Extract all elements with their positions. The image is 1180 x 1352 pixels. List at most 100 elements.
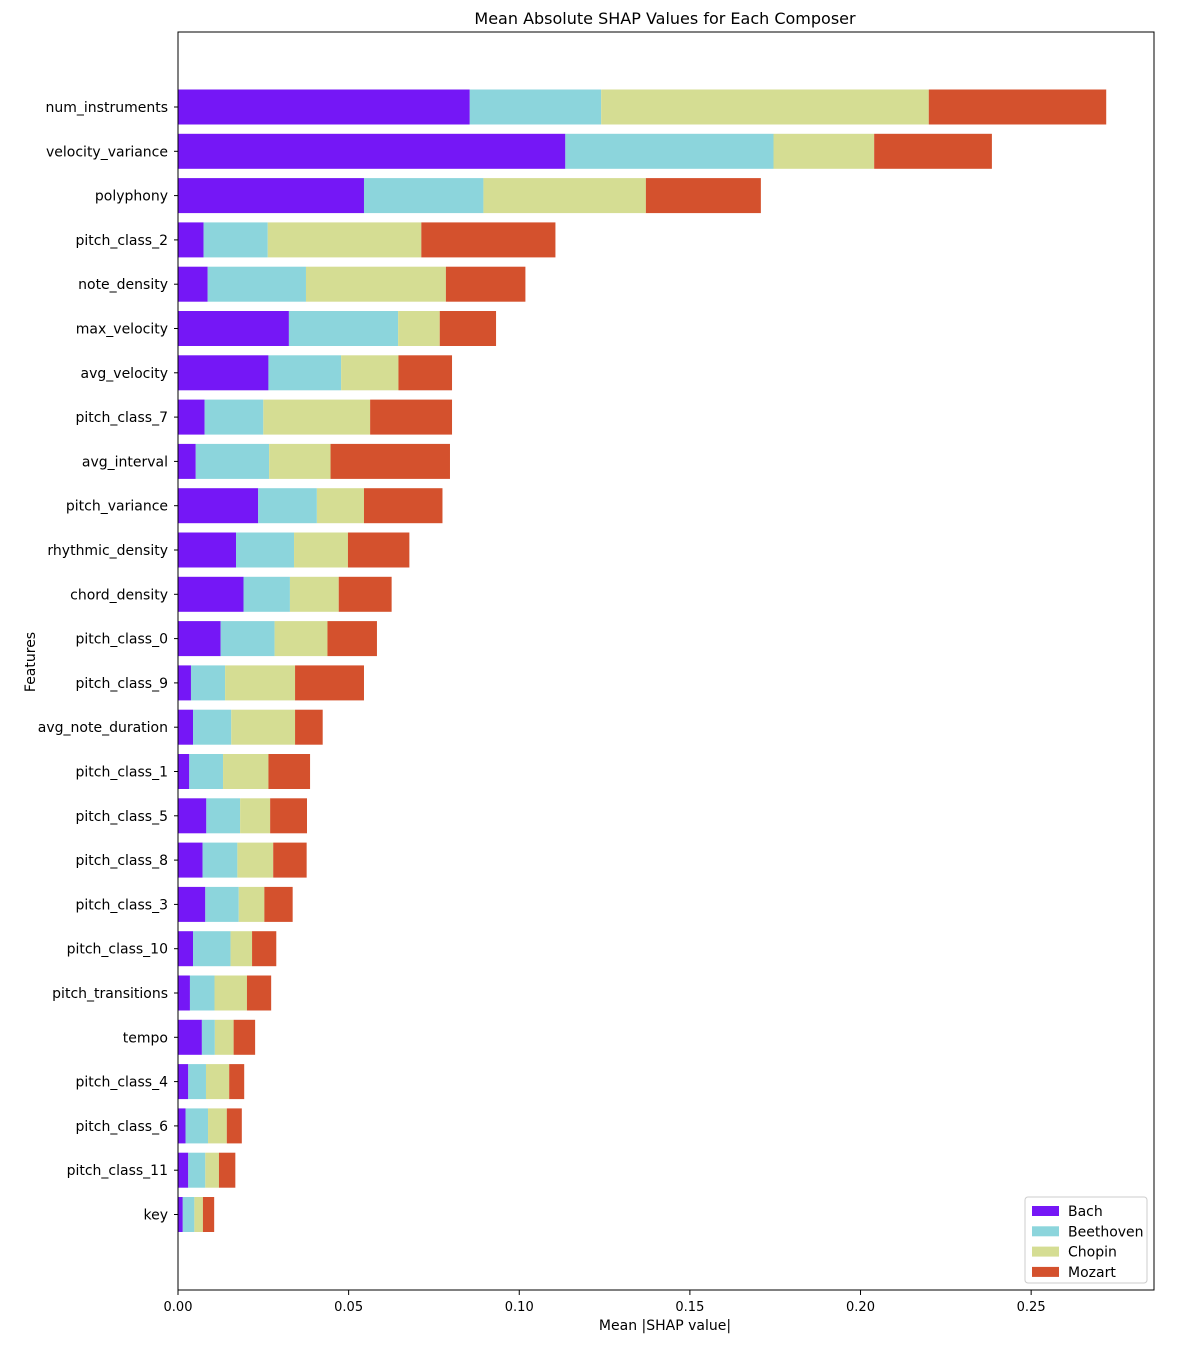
bar-avg_interval-mozart <box>330 443 450 479</box>
y-tick-label: num_instruments <box>46 100 168 116</box>
bar-pitch_class_4-chopin <box>205 1064 230 1100</box>
bar-chord_density-beethoven <box>243 576 290 612</box>
bar-pitch_transitions-bach <box>178 975 190 1011</box>
bar-pitch_variance-beethoven <box>258 488 317 524</box>
bar-pitch_transitions-chopin <box>214 975 247 1011</box>
y-tick-label: pitch_class_10 <box>67 942 168 958</box>
bar-pitch_class_8-mozart <box>273 842 307 878</box>
y-tick-label: pitch_class_2 <box>76 233 169 249</box>
bar-pitch_class_0-chopin <box>274 621 328 657</box>
bar-pitch_class_3-bach <box>178 886 206 922</box>
bar-pitch_class_6-mozart <box>226 1108 242 1144</box>
x-tick-label: 0.25 <box>1017 1300 1046 1315</box>
bar-tempo-mozart <box>233 1019 256 1055</box>
bar-pitch_class_9-chopin <box>225 665 296 701</box>
bar-pitch_class_8-chopin <box>237 842 274 878</box>
bar-key-chopin <box>194 1197 203 1232</box>
bar-rhythmic_density-chopin <box>294 532 348 568</box>
bar-pitch_class_1-chopin <box>223 754 269 789</box>
legend-swatch-bach <box>1032 1206 1059 1216</box>
legend-label-chopin: Chopin <box>1068 1245 1117 1261</box>
bar-avg_interval-chopin <box>269 443 331 479</box>
bar-pitch_class_0-beethoven <box>220 621 275 657</box>
bar-velocity_variance-beethoven <box>565 133 774 169</box>
bar-pitch_class_6-beethoven <box>185 1108 209 1144</box>
bar-avg_note_duration-mozart <box>295 709 323 745</box>
bar-pitch_class_1-bach <box>178 754 190 789</box>
bar-num_instruments-chopin <box>601 89 929 125</box>
bar-note_density-bach <box>178 266 208 302</box>
bar-tempo-chopin <box>214 1019 234 1055</box>
bar-tempo-bach <box>178 1019 202 1055</box>
y-tick-label: pitch_class_0 <box>76 632 169 648</box>
bar-pitch_variance-mozart <box>363 488 443 524</box>
bar-pitch_class_8-beethoven <box>202 842 238 878</box>
y-tick-label: pitch_class_7 <box>76 410 169 426</box>
bar-note_density-beethoven <box>207 266 306 302</box>
bar-pitch_class_2-beethoven <box>203 222 268 258</box>
x-tick-label: 0.10 <box>505 1300 534 1315</box>
y-tick-label: avg_note_duration <box>38 720 168 736</box>
bar-pitch_class_6-chopin <box>208 1108 227 1144</box>
x-axis-ticks: 0.00 0.05 0.10 0.15 0.20 0.25 <box>164 1290 1046 1315</box>
legend-swatch-chopin <box>1032 1246 1059 1257</box>
bar-pitch_class_10-chopin <box>230 931 253 967</box>
bar-avg_velocity-chopin <box>341 355 399 391</box>
bar-key-beethoven <box>182 1197 195 1232</box>
plot-frame <box>177 31 1155 1291</box>
bar-avg_note_duration-bach <box>178 709 194 745</box>
bar-max_velocity-chopin <box>398 311 440 346</box>
bar-pitch_class_5-bach <box>178 798 207 834</box>
bar-pitch_class_9-mozart <box>295 665 364 701</box>
y-tick-label: pitch_class_11 <box>67 1163 168 1179</box>
x-tick-label: 0.15 <box>675 1300 704 1315</box>
legend: Bach Beethoven Chopin Mozart <box>1024 1196 1148 1284</box>
bar-pitch_class_4-mozart <box>229 1064 245 1100</box>
bar-pitch_class_11-beethoven <box>188 1152 206 1188</box>
x-tick-label: 0.00 <box>164 1300 193 1315</box>
bar-pitch_class_2-chopin <box>267 222 422 258</box>
bar-pitch_variance-chopin <box>316 488 364 524</box>
bar-pitch_class_7-beethoven <box>204 399 264 435</box>
chart-title: Mean Absolute SHAP Values for Each Compo… <box>474 9 856 28</box>
x-tick-label: 0.20 <box>846 1300 875 1315</box>
bar-pitch_class_11-mozart <box>218 1152 236 1188</box>
y-tick-label: avg_velocity <box>81 366 168 382</box>
legend-label-beethoven: Beethoven <box>1068 1224 1144 1240</box>
bar-rhythmic_density-beethoven <box>236 532 295 568</box>
bar-pitch_class_5-chopin <box>240 798 271 834</box>
y-tick-label: pitch_class_5 <box>76 809 169 825</box>
bar-pitch_class_1-beethoven <box>189 754 224 789</box>
bar-pitch_class_4-bach <box>178 1064 189 1100</box>
bar-pitch_class_7-bach <box>178 399 205 435</box>
bar-pitch_class_0-bach <box>178 621 221 657</box>
bar-pitch_class_0-mozart <box>327 621 377 657</box>
bar-pitch_class_5-beethoven <box>206 798 241 834</box>
bar-max_velocity-beethoven <box>288 311 399 346</box>
bar-avg_velocity-bach <box>178 355 269 391</box>
bar-pitch_transitions-mozart <box>246 975 272 1011</box>
bar-avg_note_duration-beethoven <box>193 709 232 745</box>
bar-pitch_class_10-mozart <box>252 931 277 967</box>
bar-velocity_variance-mozart <box>874 133 992 169</box>
bar-pitch_class_7-mozart <box>370 399 453 435</box>
y-tick-label: pitch_class_3 <box>76 897 169 913</box>
bar-pitch_class_8-bach <box>178 842 203 878</box>
bar-rhythmic_density-bach <box>178 532 237 568</box>
bar-polyphony-bach <box>178 178 364 214</box>
bar-velocity_variance-bach <box>178 133 566 169</box>
bar-polyphony-mozart <box>645 178 761 214</box>
y-tick-label: max_velocity <box>76 322 168 338</box>
bars-group <box>178 89 1107 1232</box>
y-tick-label: rhythmic_density <box>47 543 168 559</box>
bar-pitch_transitions-beethoven <box>189 975 215 1011</box>
bar-pitch_class_5-mozart <box>270 798 307 834</box>
y-tick-label: pitch_class_1 <box>76 765 169 781</box>
bar-num_instruments-beethoven <box>469 89 602 125</box>
bar-key-bach <box>178 1197 183 1232</box>
bar-pitch_class_3-chopin <box>238 886 265 922</box>
y-tick-label: avg_interval <box>82 454 168 470</box>
y-tick-label: velocity_variance <box>46 144 168 160</box>
bar-num_instruments-mozart <box>928 89 1107 125</box>
